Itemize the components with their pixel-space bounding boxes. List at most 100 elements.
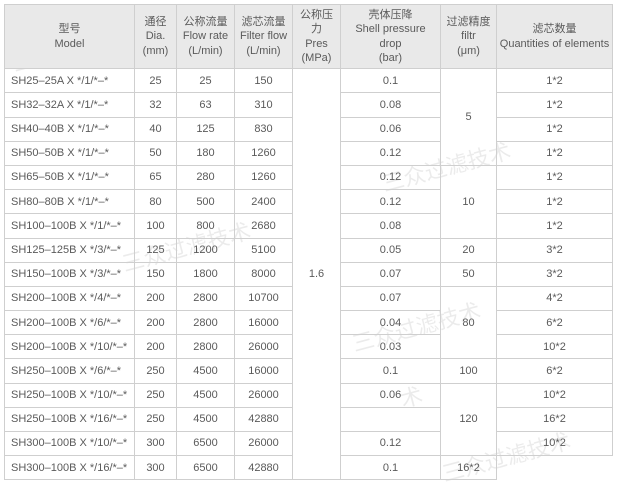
cell-filter: 26000 bbox=[235, 383, 293, 407]
cell-model: SH250–100B X */10/*–* bbox=[5, 383, 135, 407]
cell-filter: 26000 bbox=[235, 432, 293, 456]
cell-flow: 280 bbox=[177, 165, 235, 189]
cell-filtr: 20 bbox=[441, 238, 497, 262]
cell-dia: 80 bbox=[135, 190, 177, 214]
cell-qty: 6*2 bbox=[497, 311, 613, 335]
cell-filtr: 80 bbox=[441, 286, 497, 359]
col-shell: 壳体压降Shell pressure drop(bar) bbox=[341, 5, 441, 69]
cell-shell: 0.05 bbox=[341, 238, 441, 262]
cell-filtr: 120 bbox=[441, 383, 497, 456]
cell-qty: 3*2 bbox=[497, 262, 613, 286]
cell-filter: 310 bbox=[235, 93, 293, 117]
cell-flow: 6500 bbox=[177, 432, 235, 456]
cell-flow: 4500 bbox=[177, 383, 235, 407]
table-body: SH25–25A X */1/*–*25251501.60.151*2SH32–… bbox=[5, 69, 613, 480]
col-pres: 公称压力Pres(MPa) bbox=[293, 5, 341, 69]
cell-flow: 1800 bbox=[177, 262, 235, 286]
cell-dia: 100 bbox=[135, 214, 177, 238]
cell-filtr: 5 bbox=[441, 69, 497, 166]
cell-flow: 2800 bbox=[177, 311, 235, 335]
cell-shell: 0.12 bbox=[341, 165, 441, 189]
cell-filter: 8000 bbox=[235, 262, 293, 286]
cell-shell: 0.1 bbox=[341, 456, 441, 480]
cell-dia: 250 bbox=[135, 407, 177, 431]
cell-dia: 125 bbox=[135, 238, 177, 262]
cell-model: SH200–100B X */10/*–* bbox=[5, 335, 135, 359]
cell-flow: 800 bbox=[177, 214, 235, 238]
cell-model: SH32–32A X */1/*–* bbox=[5, 93, 135, 117]
col-flow: 公称流量Flow rate(L/min) bbox=[177, 5, 235, 69]
cell-qty: 4*2 bbox=[497, 286, 613, 310]
cell-flow: 125 bbox=[177, 117, 235, 141]
cell-flow: 25 bbox=[177, 69, 235, 93]
cell-filtr: 100 bbox=[441, 359, 497, 383]
cell-model: SH150–100B X */3/*–* bbox=[5, 262, 135, 286]
cell-filter: 2680 bbox=[235, 214, 293, 238]
cell-shell: 0.07 bbox=[341, 262, 441, 286]
cell-filter: 26000 bbox=[235, 335, 293, 359]
cell-qty: 1*2 bbox=[497, 141, 613, 165]
cell-pres: 1.6 bbox=[293, 69, 341, 480]
cell-qty: 10*2 bbox=[497, 335, 613, 359]
cell-shell: 0.07 bbox=[341, 286, 441, 310]
cell-shell: 0.12 bbox=[341, 432, 441, 456]
cell-qty: 1*2 bbox=[497, 93, 613, 117]
cell-model: SH25–25A X */1/*–* bbox=[5, 69, 135, 93]
cell-qty: 6*2 bbox=[497, 359, 613, 383]
cell-filter: 16000 bbox=[235, 311, 293, 335]
cell-dia: 300 bbox=[135, 432, 177, 456]
cell-filter: 830 bbox=[235, 117, 293, 141]
cell-flow: 180 bbox=[177, 141, 235, 165]
table-row: SH25–25A X */1/*–*25251501.60.151*2 bbox=[5, 69, 613, 93]
cell-model: SH100–100B X */1/*–* bbox=[5, 214, 135, 238]
spec-table: 型号Model 通径Dia.(mm) 公称流量Flow rate(L/min) … bbox=[4, 4, 613, 480]
cell-dia: 200 bbox=[135, 286, 177, 310]
cell-flow: 2800 bbox=[177, 286, 235, 310]
cell-qty: 10*2 bbox=[497, 383, 613, 407]
cell-shell: 0.1 bbox=[341, 69, 441, 93]
cell-dia: 200 bbox=[135, 311, 177, 335]
cell-shell: 0.08 bbox=[341, 93, 441, 117]
cell-filter: 42880 bbox=[235, 407, 293, 431]
cell-dia: 50 bbox=[135, 141, 177, 165]
cell-dia: 300 bbox=[135, 456, 177, 480]
cell-filter: 10700 bbox=[235, 286, 293, 310]
cell-flow: 6500 bbox=[177, 456, 235, 480]
cell-flow: 4500 bbox=[177, 359, 235, 383]
cell-qty: 1*2 bbox=[497, 117, 613, 141]
col-qty: 滤芯数量Quantities of elements bbox=[497, 5, 613, 69]
cell-qty: 1*2 bbox=[497, 69, 613, 93]
cell-filter: 42880 bbox=[235, 456, 293, 480]
cell-filter: 5100 bbox=[235, 238, 293, 262]
cell-filter: 1260 bbox=[235, 141, 293, 165]
cell-flow: 2800 bbox=[177, 335, 235, 359]
col-dia: 通径Dia.(mm) bbox=[135, 5, 177, 69]
cell-dia: 32 bbox=[135, 93, 177, 117]
cell-qty: 1*2 bbox=[497, 214, 613, 238]
cell-filter: 1260 bbox=[235, 165, 293, 189]
cell-qty: 10*2 bbox=[497, 432, 613, 456]
cell-shell: 0.04 bbox=[341, 311, 441, 335]
cell-filtr: 50 bbox=[441, 262, 497, 286]
cell-flow: 4500 bbox=[177, 407, 235, 431]
cell-qty: 1*2 bbox=[497, 190, 613, 214]
cell-model: SH125–125B X */3/*–* bbox=[5, 238, 135, 262]
col-model: 型号Model bbox=[5, 5, 135, 69]
cell-filter: 150 bbox=[235, 69, 293, 93]
cell-filtr: 10 bbox=[441, 165, 497, 238]
cell-model: SH200–100B X */4/*–* bbox=[5, 286, 135, 310]
cell-qty: 3*2 bbox=[497, 238, 613, 262]
cell-filter: 2400 bbox=[235, 190, 293, 214]
cell-model: SH80–80B X */1/*–* bbox=[5, 190, 135, 214]
cell-model: SH300–100B X */16/*–* bbox=[5, 456, 135, 480]
cell-shell: 0.03 bbox=[341, 335, 441, 359]
cell-dia: 200 bbox=[135, 335, 177, 359]
cell-flow: 1200 bbox=[177, 238, 235, 262]
col-filtr: 过滤精度filtr(μm) bbox=[441, 5, 497, 69]
cell-dia: 40 bbox=[135, 117, 177, 141]
cell-model: SH300–100B X */10/*–* bbox=[5, 432, 135, 456]
cell-model: SH250–100B X */6/*–* bbox=[5, 359, 135, 383]
cell-filter: 16000 bbox=[235, 359, 293, 383]
cell-shell bbox=[341, 407, 441, 431]
cell-model: SH50–50B X */1/*–* bbox=[5, 141, 135, 165]
